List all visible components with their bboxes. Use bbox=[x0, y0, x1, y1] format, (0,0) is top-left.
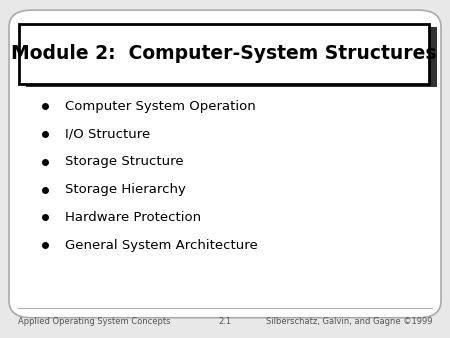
Text: Storage Structure: Storage Structure bbox=[65, 155, 184, 168]
FancyBboxPatch shape bbox=[19, 24, 429, 84]
Text: Computer System Operation: Computer System Operation bbox=[65, 100, 256, 113]
Text: 2.1: 2.1 bbox=[218, 317, 232, 326]
Text: General System Architecture: General System Architecture bbox=[65, 239, 258, 251]
Text: Storage Hierarchy: Storage Hierarchy bbox=[65, 183, 186, 196]
Text: Applied Operating System Concepts: Applied Operating System Concepts bbox=[18, 317, 171, 326]
Text: Module 2:  Computer-System Structures: Module 2: Computer-System Structures bbox=[11, 44, 436, 63]
FancyBboxPatch shape bbox=[9, 10, 441, 318]
Text: Silberschatz, Galvin, and Gagne ©1999: Silberschatz, Galvin, and Gagne ©1999 bbox=[266, 317, 432, 326]
Text: Hardware Protection: Hardware Protection bbox=[65, 211, 202, 224]
FancyBboxPatch shape bbox=[26, 27, 436, 87]
Text: I/O Structure: I/O Structure bbox=[65, 128, 150, 141]
